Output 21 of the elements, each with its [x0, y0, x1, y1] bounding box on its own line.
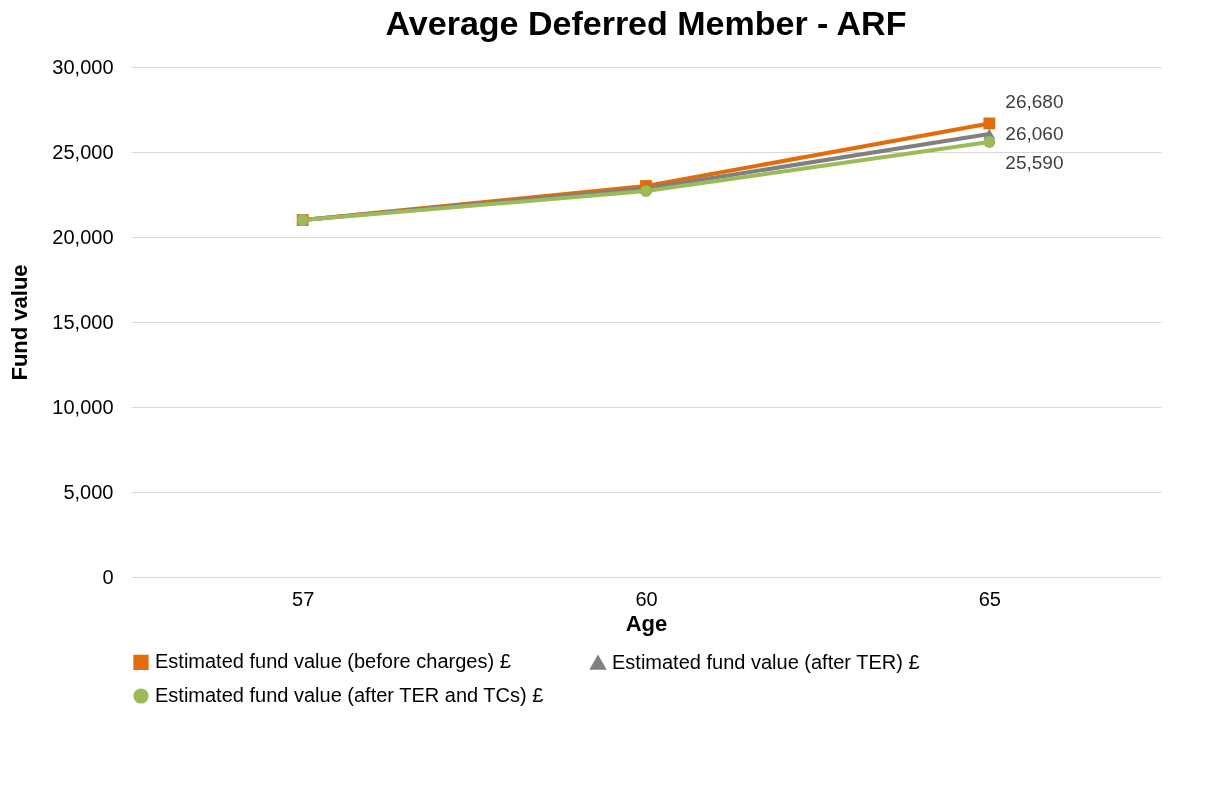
y-tick-label: 10,000 [52, 395, 114, 418]
y-axis-title: Fund value [7, 264, 33, 381]
y-tick-label: 30,000 [52, 55, 114, 78]
legend-label: Estimated fund value (after TER) £ [612, 650, 920, 673]
x-tick-label: 57 [292, 587, 315, 610]
point [983, 117, 996, 130]
chart-title: Average Deferred Member - ARF [385, 4, 907, 42]
point [983, 136, 996, 148]
legend-label: Estimated fund value (before charges) £ [155, 650, 511, 673]
data-label: 26,060 [1005, 122, 1064, 144]
y-tick-label: 5,000 [63, 480, 114, 503]
y-tick-label: 15,000 [52, 310, 114, 333]
y-tick-label: 25,000 [52, 140, 114, 163]
x-tick-label: 60 [635, 587, 658, 610]
x-tick-label: 65 [978, 587, 1001, 610]
x-axis-title: Age [625, 610, 668, 636]
data-label: 26,680 [1005, 91, 1064, 113]
y-tick-label: 20,000 [52, 225, 114, 248]
y-tick-label: 0 [102, 565, 114, 588]
data-label: 25,590 [1005, 151, 1064, 173]
legend-label: Estimated fund value (after TER and TCs) £ [155, 684, 544, 706]
